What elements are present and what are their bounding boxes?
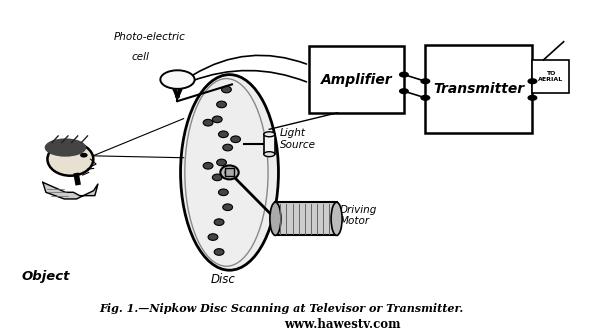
Circle shape	[81, 153, 87, 157]
Ellipse shape	[214, 249, 224, 255]
Ellipse shape	[214, 219, 224, 225]
Text: Disc: Disc	[211, 274, 236, 287]
Bar	[309, 46, 404, 113]
Circle shape	[400, 89, 408, 94]
Ellipse shape	[203, 162, 213, 169]
Ellipse shape	[48, 142, 93, 176]
Circle shape	[421, 79, 430, 84]
Polygon shape	[43, 182, 98, 199]
Bar	[425, 45, 532, 132]
Ellipse shape	[181, 75, 278, 270]
Circle shape	[400, 72, 408, 77]
Ellipse shape	[217, 101, 226, 108]
Bar	[264, 134, 275, 154]
Text: Driving
Motor: Driving Motor	[340, 205, 377, 226]
Ellipse shape	[270, 202, 281, 235]
Text: Photo-electric: Photo-electric	[113, 32, 185, 42]
Ellipse shape	[217, 159, 226, 166]
Ellipse shape	[231, 136, 241, 142]
Ellipse shape	[203, 120, 213, 126]
Text: Amplifier: Amplifier	[321, 73, 392, 87]
Ellipse shape	[264, 132, 275, 137]
Ellipse shape	[222, 86, 231, 93]
Text: www.hawestv.com: www.hawestv.com	[285, 318, 401, 331]
Ellipse shape	[212, 116, 222, 123]
Ellipse shape	[218, 189, 228, 196]
Ellipse shape	[45, 138, 86, 157]
Circle shape	[421, 96, 430, 100]
Circle shape	[528, 79, 537, 84]
Ellipse shape	[208, 234, 218, 240]
Ellipse shape	[220, 165, 239, 179]
Text: Transmitter: Transmitter	[433, 82, 524, 96]
Text: Light
Source: Light Source	[280, 128, 316, 150]
Circle shape	[160, 70, 195, 89]
Ellipse shape	[223, 204, 233, 210]
Ellipse shape	[331, 202, 342, 235]
Text: Fig. 1.—Nipkow Disc Scanning at Televisor or Transmitter.: Fig. 1.—Nipkow Disc Scanning at Televiso…	[99, 303, 464, 314]
Ellipse shape	[223, 144, 233, 151]
Bar	[532, 60, 569, 93]
Bar	[225, 168, 234, 176]
Text: Object: Object	[21, 270, 70, 283]
Ellipse shape	[225, 169, 234, 176]
Ellipse shape	[212, 174, 222, 181]
Bar	[275, 202, 337, 235]
Text: TO
AERIAL: TO AERIAL	[538, 71, 564, 82]
FancyArrowPatch shape	[193, 55, 307, 75]
FancyArrowPatch shape	[191, 70, 307, 82]
Ellipse shape	[264, 152, 275, 157]
Circle shape	[528, 96, 537, 100]
Text: cell: cell	[132, 52, 149, 62]
Ellipse shape	[218, 131, 228, 137]
